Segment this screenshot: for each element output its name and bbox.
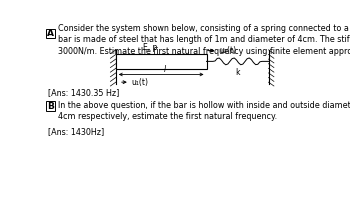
Bar <box>46 29 55 38</box>
Text: l: l <box>164 65 166 74</box>
Text: k: k <box>235 68 240 77</box>
Text: In the above question, if the bar is hollow with inside and outside diameters of: In the above question, if the bar is hol… <box>58 101 350 121</box>
Text: B: B <box>47 101 54 111</box>
Text: u₂(t): u₂(t) <box>219 46 236 55</box>
Bar <box>116 54 206 69</box>
Text: E, p: E, p <box>143 43 158 52</box>
Text: Consider the system shown below, consisting of a spring connected to a clamped-f: Consider the system shown below, consist… <box>58 24 350 56</box>
Bar <box>46 101 55 111</box>
Text: [Ans: 1430.35 Hz]: [Ans: 1430.35 Hz] <box>48 88 120 97</box>
Text: u₁(t): u₁(t) <box>131 78 148 87</box>
Text: A: A <box>47 29 54 38</box>
Text: [Ans: 1430Hz]: [Ans: 1430Hz] <box>48 128 105 137</box>
